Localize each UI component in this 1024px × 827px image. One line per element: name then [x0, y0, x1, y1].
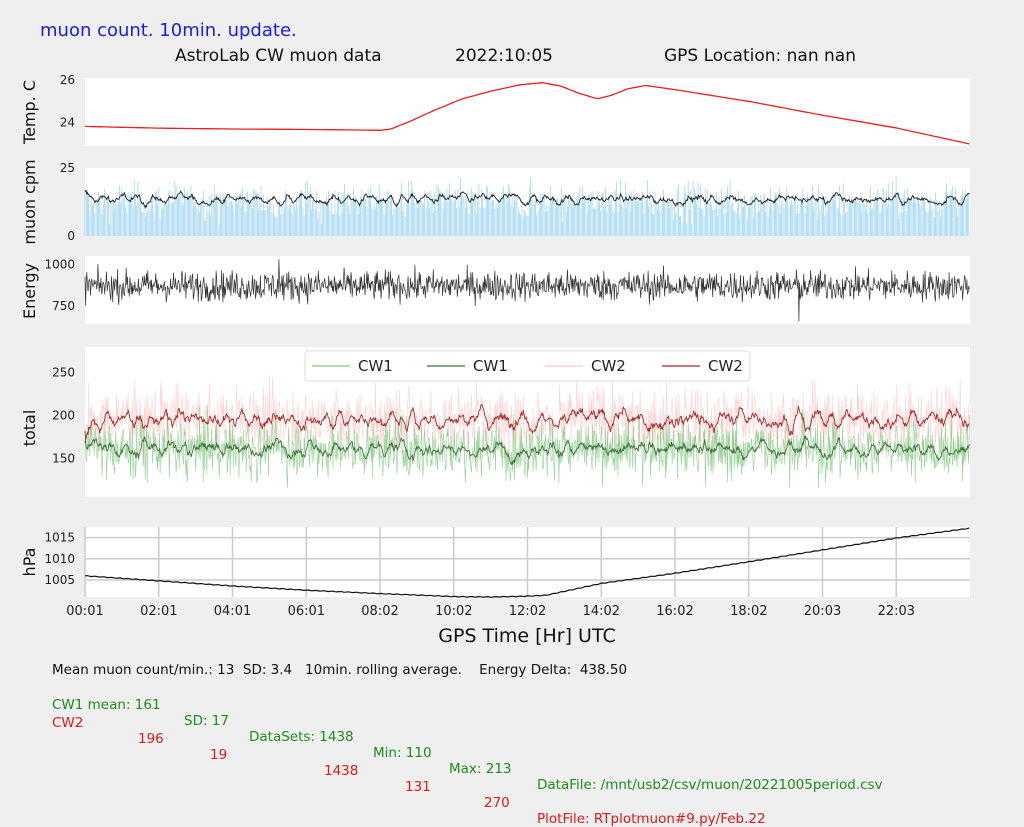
energy-line [84, 259, 970, 322]
cw1-datasets: DataSets: 1438 [249, 729, 354, 745]
x-tick-label: 12:02 [509, 604, 546, 619]
cw2-rolling-line [84, 403, 970, 443]
x-tick-label: 00:01 [66, 604, 103, 619]
y-axis-label: muon cpm [20, 159, 39, 244]
legend-box [304, 350, 751, 382]
figure-date: 2022:10:05 [455, 46, 553, 66]
y-axis-label: Energy [20, 263, 39, 319]
y-axis-label: hPa [20, 548, 39, 577]
muon-cpm-panel: 0 25 muon cpm [20, 159, 970, 245]
y-axis-label: Temp. C [20, 80, 39, 145]
x-tick-label: 22:03 [878, 604, 915, 619]
muon-bars [84, 176, 970, 236]
energy-plot-area [85, 256, 970, 324]
energy-panel: 750 1000 Energy [20, 256, 970, 324]
legend-label: CW1 [358, 357, 393, 375]
pressure-line [84, 527, 970, 598]
y-tick-label: 0 [67, 229, 75, 243]
x-tick-label: 04:01 [214, 604, 251, 619]
y-tick-label: 25 [60, 161, 75, 175]
muon-rolling-average [84, 189, 970, 210]
y-tick-label: 1015 [44, 531, 75, 545]
x-tick-label: 20:03 [804, 604, 841, 619]
cw1-datafile: DataFile: /mnt/usb2/csv/muon/20221005per… [537, 777, 883, 793]
cw2-min: 131 [405, 779, 431, 795]
cw2-datasets: 1438 [324, 763, 359, 779]
muon-figure: muon count. 10min. update. AstroLab CW m… [20, 20, 970, 647]
temperature-plot-area [85, 78, 970, 146]
temperature-line [84, 82, 970, 145]
x-tick-label: 02:01 [140, 604, 177, 619]
y-tick-label: 26 [60, 73, 75, 87]
cw2-plotfile: PlotFile: RTplotmuon#9.py/Feb.22 [537, 811, 766, 827]
x-axis-ticks: 00:01 02:01 04:01 06:01 08:02 10:02 12:02 14:02… [66, 604, 915, 619]
x-tick-label: 16:02 [656, 604, 693, 619]
cw2-sd: 19 [210, 747, 228, 763]
figure-subtitle: muon count. 10min. update. [40, 20, 297, 41]
y-tick-label: 1000 [44, 257, 75, 271]
y-tick-label: 150 [52, 451, 75, 465]
cw1-min: Min: 110 [373, 745, 432, 761]
cw1-raw-line [84, 405, 970, 489]
cw1-sd: SD: 17 [184, 713, 229, 729]
cw2-max: 270 [484, 795, 510, 811]
x-tick-label: 06:01 [288, 604, 325, 619]
gps-location: GPS Location: nan nan [664, 46, 856, 66]
y-tick-label: 1005 [44, 573, 75, 587]
total-legend: CW1 CW1 CW2 CW2 [304, 350, 751, 382]
y-tick-label: 750 [52, 299, 75, 313]
y-axis-label: total [20, 410, 39, 447]
cw1-mean: CW1 mean: 161 [52, 697, 161, 713]
x-tick-label: 18:02 [730, 604, 767, 619]
cw2-raw-line [84, 374, 970, 469]
legend-label: CW2 [708, 357, 743, 375]
pressure-panel: 1005 1010 1015 hPa [20, 527, 970, 598]
legend-label: CW2 [591, 357, 626, 375]
y-tick-label: 1010 [44, 552, 75, 566]
y-tick-label: 200 [52, 409, 75, 423]
cw1-max: Max: 213 [449, 761, 512, 777]
footer-stats-line: Mean muon count/min.: 13 SD: 3.4 10min. … [52, 662, 628, 678]
footer-cw2-row: CW2 196 19 1438 131 270 PlotFile: RTplot… [0, 699, 1024, 827]
y-tick-label: 250 [52, 366, 75, 380]
cw2-mean: 196 [138, 731, 164, 747]
y-tick-label: 24 [60, 116, 75, 130]
temperature-panel: 24 26 Temp. C [20, 73, 970, 146]
x-axis-label: GPS Time [Hr] UTC [438, 625, 615, 647]
figure-title: AstroLab CW muon data [175, 46, 382, 66]
cw2-label: CW2 [52, 715, 84, 731]
x-tick-label: 14:02 [583, 604, 620, 619]
cw1-rolling-line [84, 430, 970, 466]
x-tick-label: 10:02 [435, 604, 472, 619]
legend-label: CW1 [473, 357, 508, 375]
footer-cw1-row: CW1 mean: 161 SD: 17 DataSets: 1438 Min:… [0, 681, 1024, 793]
x-tick-label: 08:02 [361, 604, 398, 619]
